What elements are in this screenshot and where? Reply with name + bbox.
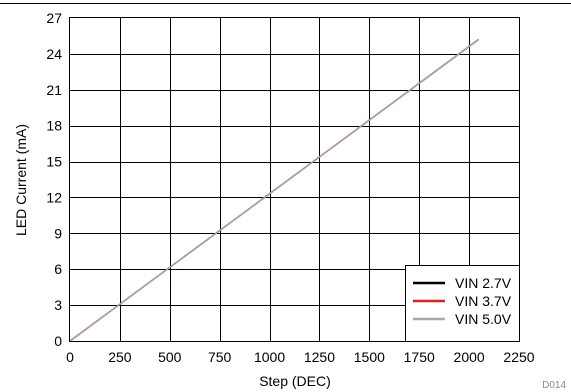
y-tick-label: 6 — [54, 261, 62, 277]
x-tick-label: 1000 — [254, 349, 285, 365]
y-tick-label: 9 — [54, 225, 62, 241]
y-tick-label: 3 — [54, 297, 62, 313]
legend-label: VIN 5.0V — [455, 311, 512, 327]
y-tick-label: 0 — [54, 333, 62, 349]
x-tick-label: 2250 — [503, 349, 534, 365]
y-tick-label: 12 — [46, 189, 62, 205]
x-tick-label: 1750 — [404, 349, 435, 365]
x-tick-label: 500 — [158, 349, 182, 365]
x-tick-label: 2000 — [454, 349, 485, 365]
legend-label: VIN 3.7V — [455, 293, 512, 309]
legend: VIN 2.7V VIN 3.7V VIN 5.0V — [405, 265, 520, 342]
legend-label: VIN 2.7V — [455, 275, 512, 291]
x-tick-label: 0 — [66, 349, 74, 365]
y-tick-label: 18 — [46, 118, 62, 134]
x-tick-label: 1500 — [354, 349, 385, 365]
x-tick-label: 750 — [208, 349, 232, 365]
y-tick-label: 15 — [46, 154, 62, 170]
y-tick-label: 24 — [46, 46, 62, 62]
x-tick-label: 250 — [108, 349, 132, 365]
series-line — [69, 38, 479, 342]
x-tick-label: 1250 — [304, 349, 335, 365]
series-layer — [69, 38, 479, 342]
y-tick-label: 21 — [46, 82, 62, 98]
x-axis-title: Step (DEC) — [259, 373, 331, 389]
grid-layer — [70, 18, 519, 341]
plot-frame — [69, 17, 520, 342]
figure-id: D014 — [542, 380, 566, 391]
y-tick-label: 27 — [46, 10, 62, 26]
tick-labels: 0 250 500 750 1000 1250 1500 1750 2000 2250 0 3 6 9 12… — [46, 10, 534, 365]
legend-box — [405, 265, 520, 342]
y-axis-title: LED Current (mA) — [13, 124, 29, 236]
